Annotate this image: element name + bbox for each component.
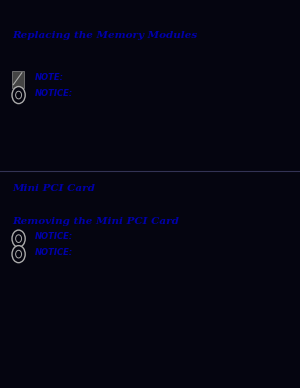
Text: NOTE:: NOTE: bbox=[34, 73, 64, 82]
Text: Replacing the Memory Modules: Replacing the Memory Modules bbox=[12, 31, 197, 40]
Circle shape bbox=[12, 87, 25, 104]
Circle shape bbox=[16, 91, 22, 99]
FancyBboxPatch shape bbox=[12, 71, 24, 88]
Circle shape bbox=[12, 230, 25, 247]
Text: NOTICE:: NOTICE: bbox=[34, 248, 73, 257]
Circle shape bbox=[12, 246, 25, 263]
Text: NOTICE:: NOTICE: bbox=[34, 88, 73, 98]
Text: NOTICE:: NOTICE: bbox=[34, 232, 73, 241]
Circle shape bbox=[16, 250, 22, 258]
Text: Mini PCI Card: Mini PCI Card bbox=[12, 184, 95, 193]
Text: Removing the Mini PCI Card: Removing the Mini PCI Card bbox=[12, 217, 179, 226]
Circle shape bbox=[16, 235, 22, 242]
